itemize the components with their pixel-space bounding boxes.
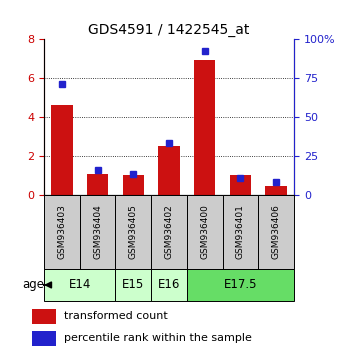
Bar <box>265 186 287 195</box>
Bar <box>187 269 294 301</box>
Bar <box>151 269 187 301</box>
Bar <box>151 195 187 269</box>
Text: GSM936401: GSM936401 <box>236 204 245 259</box>
Bar <box>32 331 56 346</box>
Text: E17.5: E17.5 <box>224 279 257 291</box>
Text: GSM936405: GSM936405 <box>129 204 138 259</box>
Bar <box>115 269 151 301</box>
Bar <box>115 195 151 269</box>
Title: GDS4591 / 1422545_at: GDS4591 / 1422545_at <box>88 23 250 36</box>
Text: age: age <box>22 279 44 291</box>
Text: GSM936403: GSM936403 <box>57 204 66 259</box>
Bar <box>51 105 73 195</box>
Bar <box>258 195 294 269</box>
Bar <box>32 309 56 324</box>
Bar <box>44 195 80 269</box>
Bar <box>194 61 215 195</box>
Text: GSM936406: GSM936406 <box>272 204 281 259</box>
Bar <box>223 195 258 269</box>
Text: GSM936400: GSM936400 <box>200 204 209 259</box>
Text: transformed count: transformed count <box>65 312 168 321</box>
Bar <box>187 195 223 269</box>
Text: E16: E16 <box>158 279 180 291</box>
Bar <box>230 175 251 195</box>
Text: GSM936404: GSM936404 <box>93 205 102 259</box>
Text: E14: E14 <box>69 279 91 291</box>
Text: E15: E15 <box>122 279 144 291</box>
Text: percentile rank within the sample: percentile rank within the sample <box>65 333 252 343</box>
Bar <box>87 174 108 195</box>
Text: GSM936402: GSM936402 <box>165 205 173 259</box>
Bar <box>123 175 144 195</box>
Bar <box>158 146 180 195</box>
Bar <box>80 195 115 269</box>
Bar <box>44 269 115 301</box>
